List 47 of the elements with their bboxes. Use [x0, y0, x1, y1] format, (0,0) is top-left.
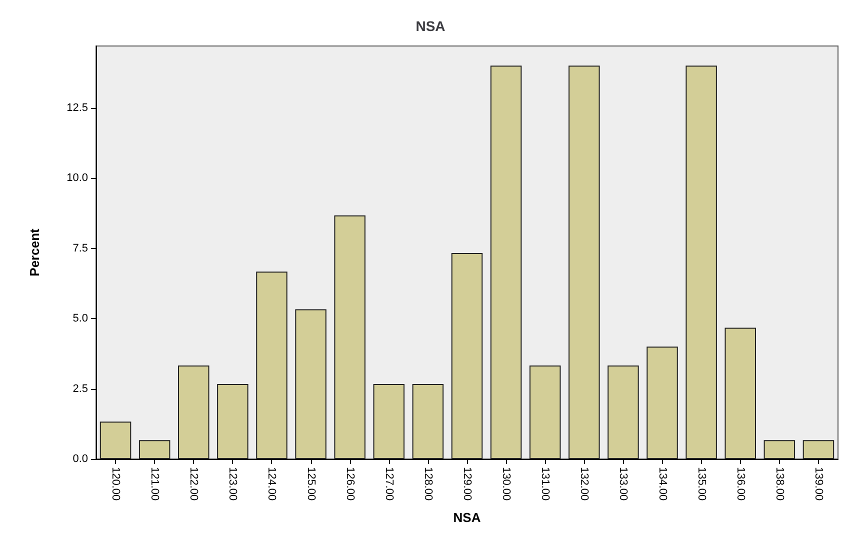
bar [451, 253, 483, 459]
x-tick-label: 134.00 [656, 467, 668, 501]
bar [412, 384, 444, 459]
x-tick-label: 131.00 [539, 467, 552, 501]
x-tick-label: 133.00 [617, 467, 630, 501]
bar [490, 66, 522, 459]
bar [373, 384, 405, 459]
x-tick-label: 127.00 [382, 467, 395, 501]
x-axis-title: NSA [453, 510, 482, 525]
y-tick-label: 7.5 [72, 242, 88, 254]
bar [138, 440, 170, 459]
y-tick-label: 0.0 [72, 453, 88, 465]
bar [217, 384, 248, 459]
x-tick-label: 121.00 [148, 467, 161, 501]
x-tick-label: 135.00 [695, 467, 708, 501]
bar [646, 346, 678, 459]
bar [724, 328, 756, 459]
x-tick-label: 125.00 [304, 467, 317, 501]
x-tick-label: 132.00 [578, 467, 590, 501]
bar [608, 365, 639, 459]
x-tick-label: 129.00 [461, 467, 473, 501]
bar [295, 309, 326, 459]
bar [802, 440, 834, 459]
bar [568, 66, 600, 459]
x-tick-label: 123.00 [226, 467, 239, 501]
bar [764, 440, 796, 459]
bar [529, 365, 561, 459]
y-tick-label: 12.5 [66, 102, 88, 114]
x-tick-label: 136.00 [734, 467, 746, 501]
bar [334, 215, 366, 459]
x-tick-label: 139.00 [812, 467, 824, 501]
x-tick-label: 128.00 [422, 467, 434, 501]
y-tick-label: 2.5 [72, 382, 88, 395]
x-tick-label: 122.00 [188, 467, 200, 501]
y-tick-label: 5.0 [72, 312, 88, 325]
bar [686, 66, 717, 459]
x-tick-label: 124.00 [266, 467, 278, 501]
chart-title: NSA [416, 18, 446, 34]
bar [256, 272, 288, 459]
x-tick-label: 138.00 [773, 467, 786, 501]
x-tick-label: 120.00 [110, 467, 122, 501]
bar [100, 422, 132, 459]
y-axis-title: Percent [27, 228, 42, 276]
y-tick-label: 10.0 [66, 172, 88, 184]
x-tick-label: 126.00 [344, 467, 356, 501]
x-tick-label: 130.00 [500, 467, 512, 501]
bar [178, 365, 210, 459]
